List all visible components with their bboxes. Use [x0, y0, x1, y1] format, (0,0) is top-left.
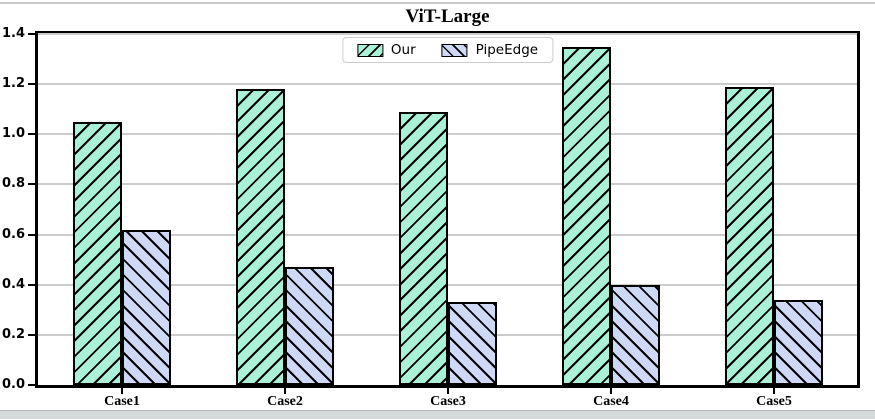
y-tick-label-0.4: 0.4 — [1, 276, 25, 292]
gridline — [38, 83, 857, 86]
x-tick-label-case1: Case1 — [104, 394, 140, 409]
bar-our-case4 — [562, 46, 611, 385]
y-tick-mark — [28, 33, 35, 35]
y-tick-label-0.0: 0.0 — [1, 377, 25, 392]
y-tick-label-0.8: 0.8 — [1, 176, 25, 192]
y-tick-mark — [28, 384, 35, 386]
x-tick-label-case4: Case4 — [593, 394, 629, 409]
plot-area: Our PipeEdge — [35, 31, 860, 388]
window-top-edge — [0, 2, 875, 4]
x-tick-label-case3: Case3 — [430, 394, 466, 409]
bar-pipeedge-case3 — [448, 302, 497, 385]
y-tick-mark — [28, 83, 35, 86]
bar-our-case3 — [399, 111, 448, 385]
bar-our-case1 — [73, 121, 122, 385]
y-tick-mark — [28, 333, 35, 336]
x-tick-label-case2: Case2 — [267, 394, 303, 409]
x-tick-mark — [773, 388, 775, 394]
bar-pipeedge-case1 — [122, 229, 171, 385]
bar-our-case2 — [236, 89, 285, 385]
window-bottom-edge — [0, 410, 875, 419]
legend: Our PipeEdge — [341, 37, 554, 63]
legend-label-our: Our — [390, 42, 416, 58]
legend-swatch-our — [356, 43, 383, 57]
y-tick-label-1.2: 1.2 — [1, 76, 25, 92]
y-tick-mark — [28, 183, 35, 186]
legend-entry-pipeedge: PipeEdge — [441, 42, 539, 58]
x-tick-mark — [284, 388, 286, 394]
chart-title: ViT-Large — [405, 6, 490, 27]
x-tick-mark — [610, 388, 612, 394]
legend-entry-our: Our — [356, 42, 416, 58]
legend-swatch-pipeedge — [441, 43, 468, 57]
bar-pipeedge-case2 — [285, 267, 334, 385]
y-tick-label-0.6: 0.6 — [1, 226, 25, 242]
y-tick-mark — [28, 133, 35, 136]
legend-label-pipeedge: PipeEdge — [475, 42, 539, 58]
y-tick-label-0.2: 0.2 — [1, 326, 25, 342]
y-tick-label-1.4: 1.4 — [1, 26, 25, 41]
x-tick-mark — [447, 388, 449, 394]
bar-pipeedge-case4 — [611, 284, 660, 385]
x-tick-mark — [121, 388, 123, 394]
bar-our-case5 — [725, 86, 774, 385]
gridline — [38, 33, 857, 35]
y-tick-label-1.0: 1.0 — [1, 126, 25, 142]
x-tick-label-case5: Case5 — [756, 394, 792, 409]
y-tick-mark — [28, 283, 35, 286]
bar-pipeedge-case5 — [774, 299, 823, 385]
y-tick-mark — [28, 233, 35, 236]
